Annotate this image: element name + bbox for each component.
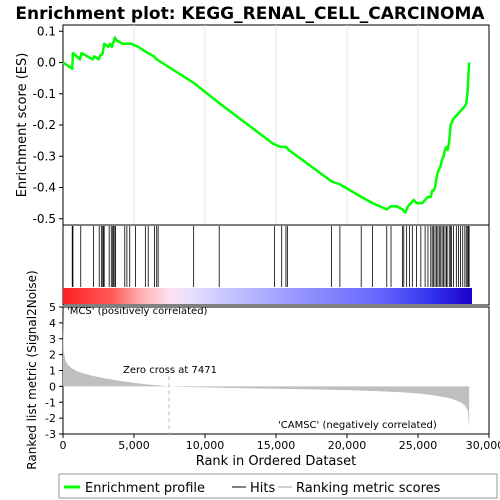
x-tick-label: 25,000 (399, 439, 438, 452)
metric-y-tick-label: 2 (49, 349, 56, 362)
metric-y-axis: 5 4 3 2 1 0 -1 -2 -3 (45, 301, 63, 441)
es-panel: 0.1 0.0 -0.1 -0.2 -0.3 -0.4 -0.5 Enrichment sc… (15, 24, 490, 226)
hits-panel (62, 224, 490, 306)
rank-x-axis: 0 5,000 10,000 15,000 20,000 25,000 30,000 (60, 434, 500, 452)
es-y-tick-label: -0.3 (33, 149, 56, 163)
x-tick-label: 0 (60, 439, 67, 452)
legend-es-label: Enrichment profile (85, 481, 205, 496)
metric-y-axis-label: Ranked list metric (Signal2Noise) (25, 270, 39, 469)
x-tick-label: 20,000 (328, 439, 367, 452)
x-tick-label: 5,000 (118, 439, 150, 452)
zero-cross-label: Zero cross at 7471 (123, 365, 217, 376)
metric-y-tick-label: 3 (49, 333, 56, 346)
plot-title: Enrichment plot: KEGG_RENAL_CELL_CARCINO… (15, 4, 485, 24)
x-tick-label: 10,000 (186, 439, 225, 452)
positive-correlation-label: 'MCS' (positively correlated) (67, 306, 208, 317)
es-y-tick-label: 0.0 (37, 56, 56, 70)
es-y-tick-label: -0.5 (33, 212, 56, 226)
es-y-tick-label: 0.1 (37, 24, 56, 38)
es-y-tick-label: -0.1 (33, 87, 56, 101)
legend-box (58, 473, 498, 499)
es-vertical-grid (133, 25, 419, 225)
x-tick-label: 15,000 (257, 439, 296, 452)
metric-y-tick-label: 4 (49, 317, 56, 330)
es-y-tick-label: -0.4 (33, 181, 56, 195)
es-y-tick-label: -0.2 (33, 118, 56, 132)
legend-hits-label: Hits (250, 481, 275, 496)
es-y-axis-label: Enrichment score (ES) (15, 53, 30, 198)
metric-y-tick-label: -1 (45, 396, 56, 409)
negative-correlation-label: 'CAMSC' (negatively correlated) (278, 420, 437, 431)
metric-y-tick-label: 5 (49, 301, 56, 314)
es-y-axis: 0.1 0.0 -0.1 -0.2 -0.3 -0.4 -0.5 (33, 24, 63, 226)
metric-y-tick-label: 0 (49, 380, 56, 393)
metric-y-tick-label: -2 (45, 412, 56, 425)
x-tick-label: 30,000 (466, 439, 500, 452)
metric-y-tick-label: 1 (49, 365, 56, 378)
enrichment-profile-line (62, 36, 471, 214)
legend: Enrichment profile Hits Ranking metric s… (58, 473, 498, 499)
metric-y-tick-label: -3 (45, 428, 56, 441)
hit-markers (71, 226, 470, 287)
x-axis-label: Rank in Ordered Dataset (196, 454, 357, 469)
rank-gradient (63, 288, 472, 304)
legend-metric-label: Ranking metric scores (296, 481, 441, 496)
metric-panel-frame (62, 306, 490, 435)
metric-panel: 5 4 3 2 1 0 -1 -2 -3 'MCS' (positively correlate… (25, 270, 490, 470)
rank-color-bar (63, 288, 472, 304)
